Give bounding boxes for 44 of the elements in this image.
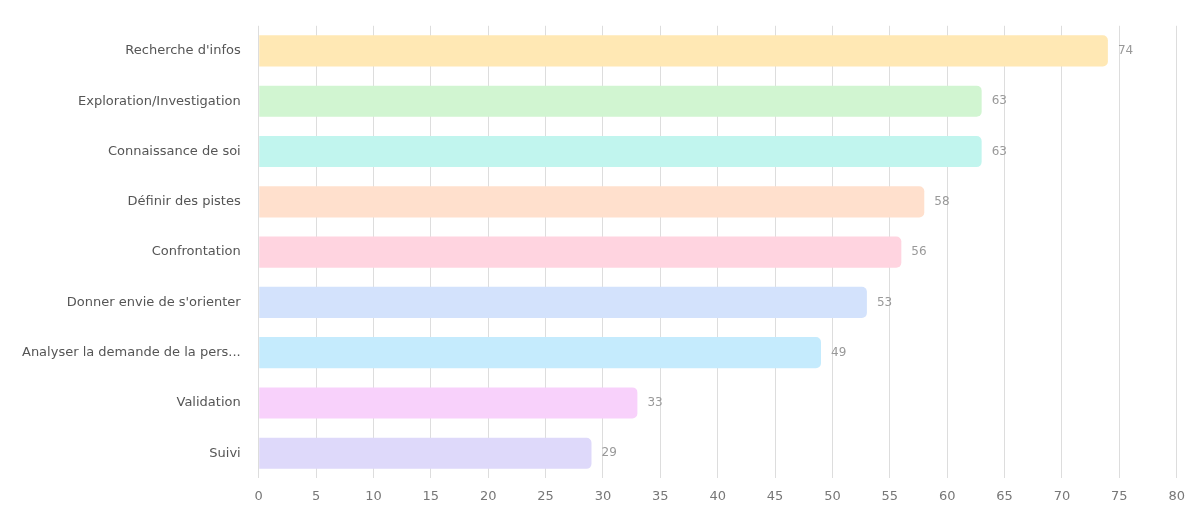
x-tick-label: 50: [824, 487, 841, 503]
x-tick-label: 60: [938, 487, 956, 503]
y-tick-label: Analyser la demande de la pers...: [21, 344, 241, 360]
x-tick-label: 70: [1053, 487, 1071, 503]
y-tick-label: Suivi: [209, 444, 241, 460]
data-label: 63: [991, 93, 1007, 108]
data-label: 29: [601, 445, 617, 460]
data-label: 74: [1117, 43, 1134, 58]
bar: [259, 85, 982, 117]
data-label: 56: [911, 244, 927, 259]
y-tick-label: Confrontation: [151, 243, 241, 259]
bar: [259, 286, 867, 318]
data-label: 58: [934, 193, 950, 208]
data-label: 53: [876, 294, 893, 309]
x-tick-label: 30: [594, 487, 612, 503]
y-tick-label: Recherche d'infos: [125, 42, 241, 58]
x-tick-label: 10: [365, 487, 382, 503]
bar: [259, 437, 592, 469]
y-tick-label: Définir des pistes: [127, 193, 241, 209]
x-tick-label: 75: [1111, 487, 1128, 503]
x-tick-label: 40: [709, 487, 726, 503]
data-label: 33: [647, 395, 663, 410]
y-tick-label: Donner envie de s'orienter: [66, 293, 242, 309]
x-tick-label: 0: [254, 487, 263, 503]
y-tick-label: Exploration/Investigation: [78, 92, 241, 108]
x-tick-label: 5: [311, 487, 321, 503]
data-label: 63: [991, 143, 1007, 158]
x-tick-label: 25: [537, 487, 554, 503]
bar: [259, 135, 982, 168]
y-tick-label: Validation: [176, 394, 241, 410]
bar: [259, 337, 821, 369]
bar: [259, 186, 925, 218]
x-tick-label: 65: [996, 487, 1013, 503]
x-tick-label: 15: [422, 487, 440, 503]
y-tick-label: Connaissance de soi: [107, 142, 241, 158]
bar: [259, 387, 638, 419]
bar: [259, 35, 1108, 67]
bar: [259, 236, 902, 268]
x-tick-label: 55: [881, 487, 899, 503]
x-tick-label: 35: [652, 487, 669, 503]
x-tick-label: 45: [766, 487, 784, 503]
x-tick-label: 80: [1168, 487, 1185, 503]
x-tick-label: 20: [479, 487, 497, 503]
data-label: 49: [831, 344, 847, 359]
